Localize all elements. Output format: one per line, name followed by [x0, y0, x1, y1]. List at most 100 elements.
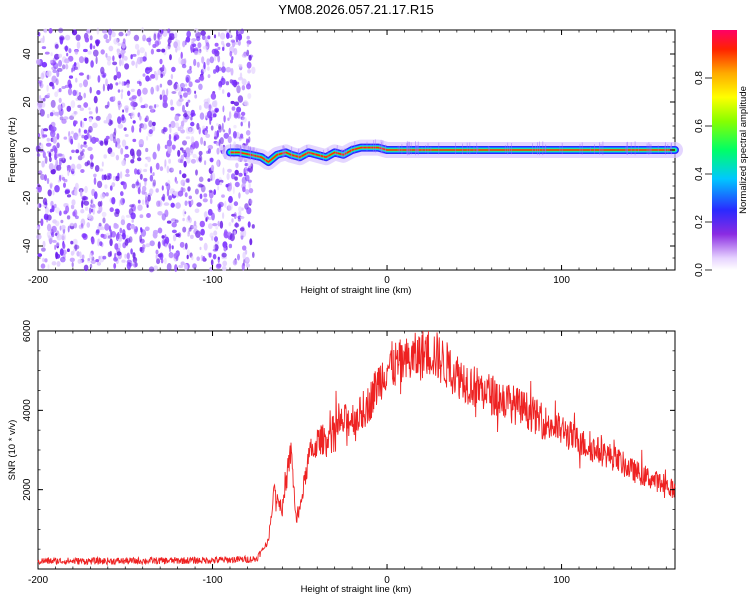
noise-point: [168, 252, 174, 259]
noise-point: [72, 238, 78, 246]
noise-point: [179, 82, 186, 89]
noise-point: [231, 218, 234, 223]
y-tick-label: 0: [22, 147, 33, 153]
noise-point: [117, 231, 120, 240]
noise-point: [249, 199, 253, 205]
noise-point: [153, 33, 157, 41]
noise-point: [170, 120, 176, 129]
noise-point: [159, 94, 163, 101]
noise-point: [214, 236, 218, 242]
noise-point: [120, 49, 126, 55]
noise-point: [140, 227, 143, 231]
noise-point: [132, 120, 136, 124]
noise-point: [152, 229, 159, 235]
noise-point: [121, 139, 127, 148]
noise-point: [54, 91, 59, 98]
noise-point: [138, 139, 144, 147]
colorbar-tick-label: 0.0: [694, 263, 705, 277]
noise-point: [75, 182, 79, 190]
noise-point: [68, 48, 72, 54]
noise-point: [241, 85, 246, 91]
noise-point: [71, 199, 76, 206]
noise-point: [89, 154, 94, 160]
noise-point: [47, 92, 51, 98]
noise-point: [204, 211, 208, 219]
noise-point: [232, 186, 235, 195]
snr-x-label: Height of straight line (km): [301, 584, 412, 595]
noise-point: [230, 100, 235, 105]
noise-point: [54, 53, 60, 60]
noise-point: [80, 151, 84, 157]
x-tick-label: 100: [553, 575, 570, 586]
noise-point: [94, 137, 99, 142]
noise-point: [215, 225, 219, 230]
noise-point: [124, 134, 129, 137]
noise-point: [228, 195, 233, 204]
noise-point: [128, 262, 133, 267]
noise-point: [66, 215, 71, 220]
noise-point: [98, 255, 101, 260]
colorbar-tick-label: 0.4: [694, 167, 705, 181]
noise-point: [194, 208, 200, 214]
y-tick-label: -20: [22, 190, 33, 205]
noise-point: [100, 66, 105, 75]
noise-point: [86, 222, 91, 228]
spectrogram-panel: -200 -100 0 100 40 20 0 -20 -40 Height of straig…: [7, 26, 683, 296]
noise-point: [166, 165, 170, 174]
noise-point: [38, 133, 41, 138]
noise-point: [78, 56, 85, 64]
noise-point: [210, 164, 215, 172]
noise-point: [126, 79, 130, 86]
noise-point: [58, 27, 64, 34]
noise-point: [152, 151, 157, 160]
noise-point: [122, 109, 125, 113]
noise-point: [54, 244, 57, 250]
noise-point: [164, 67, 167, 75]
noise-point: [100, 49, 105, 55]
noise-point: [184, 200, 188, 206]
noise-point: [185, 178, 190, 183]
noise-point: [103, 154, 107, 159]
noise-point: [150, 74, 156, 79]
noise-point: [93, 177, 97, 185]
noise-point: [44, 28, 48, 34]
noise-point: [66, 52, 69, 57]
noise-point: [173, 136, 177, 142]
noise-point: [194, 90, 197, 95]
noise-point: [248, 182, 251, 189]
noise-point: [181, 149, 186, 153]
noise-point: [237, 76, 244, 81]
noise-point: [196, 36, 201, 42]
noise-point: [40, 72, 45, 80]
noise-point: [219, 182, 223, 186]
noise-point: [152, 179, 156, 187]
noise-point: [180, 129, 186, 134]
noise-point: [175, 202, 181, 209]
noise-point: [126, 252, 130, 260]
noise-point: [199, 193, 203, 200]
noise-point: [184, 263, 188, 271]
noise-point: [208, 252, 212, 258]
noise-point: [50, 168, 56, 175]
noise-point: [190, 116, 193, 121]
noise-point: [149, 174, 154, 182]
noise-point: [150, 105, 154, 114]
noise-point: [97, 238, 101, 242]
noise-point: [169, 54, 172, 61]
noise-point: [125, 214, 131, 218]
noise-point: [243, 100, 249, 106]
noise-point: [156, 48, 161, 53]
noise-point: [49, 112, 54, 117]
noise-point: [84, 144, 88, 148]
noise-point: [92, 208, 95, 215]
noise-point: [166, 88, 169, 97]
snr-plot-area: [37, 330, 676, 570]
noise-point: [225, 184, 229, 188]
noise-point: [125, 168, 130, 174]
noise-point: [53, 62, 59, 70]
noise-point: [204, 130, 208, 136]
noise-point: [139, 56, 143, 64]
noise-point: [50, 59, 53, 64]
noise-point: [73, 66, 78, 70]
noise-point: [81, 195, 87, 201]
